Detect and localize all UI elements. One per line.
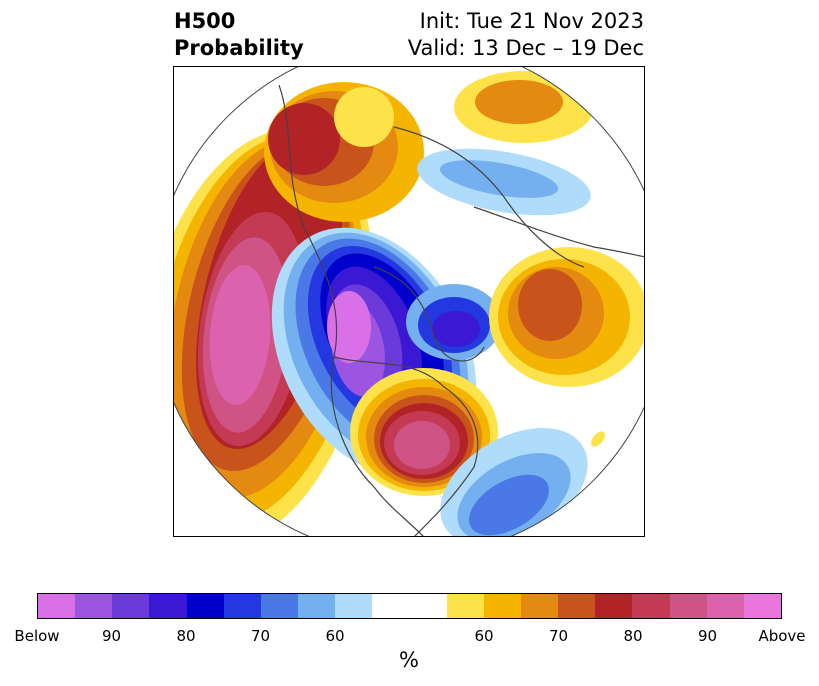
colorbar-below-segment (186, 594, 224, 618)
trough-below-zone (327, 291, 371, 363)
colorbar-tick-label: 60 (474, 627, 494, 645)
colorbar (37, 593, 782, 619)
map-canvas (174, 67, 644, 536)
colorbar-below-segment (298, 594, 336, 618)
probability-fields (174, 71, 644, 536)
colorbar-above-segment (632, 594, 670, 618)
title-variable: H500 (174, 9, 236, 33)
colorbar-below-segment (112, 594, 150, 618)
colorbar-above-segment (483, 594, 522, 618)
colorbar-tick-label: 60 (325, 627, 345, 645)
colorbar-below-segment (223, 594, 261, 618)
colorbar-above-segment (743, 594, 782, 618)
alaska-above-zone (268, 103, 340, 175)
probability-map (173, 66, 645, 537)
colorbar-tick-label: 70 (250, 627, 271, 645)
colorbar-tick-label: Above (758, 627, 806, 645)
colorbar-below-segment (149, 594, 187, 618)
europe-above-zone (518, 269, 582, 341)
colorbar-above-segment (446, 594, 484, 618)
arctic-below-zone (439, 160, 559, 198)
pacific-above-zone (209, 265, 271, 405)
alaska-above-zone (334, 87, 394, 147)
colorbar-below-segment (335, 594, 373, 618)
colorbar-above-segment (558, 594, 596, 618)
colorbar-tick-label: 90 (101, 627, 122, 645)
init-date: Init: Tue 21 Nov 2023 (419, 9, 644, 33)
colorbar-tick-label: Below (14, 627, 60, 645)
colorbar-neutral-segment (372, 594, 447, 618)
dome-above-zone (394, 421, 450, 469)
coastlines (278, 84, 644, 536)
colorbar-above-segment (521, 594, 559, 618)
small-above-zone (591, 431, 605, 447)
colorbar-above-segment (706, 594, 744, 618)
map-dates: Init: Tue 21 Nov 2023 Valid: 13 Dec – 19… (408, 8, 644, 62)
title-type: Probability (174, 36, 304, 60)
colorbar-tick-label: 80 (176, 627, 196, 645)
colorbar-below-segment (38, 594, 76, 618)
valid-range: Valid: 13 Dec – 19 Dec (407, 36, 644, 60)
colorbar-unit: % (399, 648, 419, 672)
colorbar-above-segment (595, 594, 633, 618)
colorbar-tick-label: 70 (548, 627, 569, 645)
greenland-below-zone (432, 311, 480, 347)
colorbar-above-segment (669, 594, 707, 618)
atlantic-below-zone (469, 474, 549, 536)
siberia-above-zone (475, 80, 563, 124)
colorbar-tick-label: 90 (697, 627, 718, 645)
colorbar-tick-label: 80 (623, 627, 643, 645)
map-title: H500 Probability (174, 8, 304, 62)
colorbar-below-segment (75, 594, 113, 618)
colorbar-below-segment (260, 594, 299, 618)
